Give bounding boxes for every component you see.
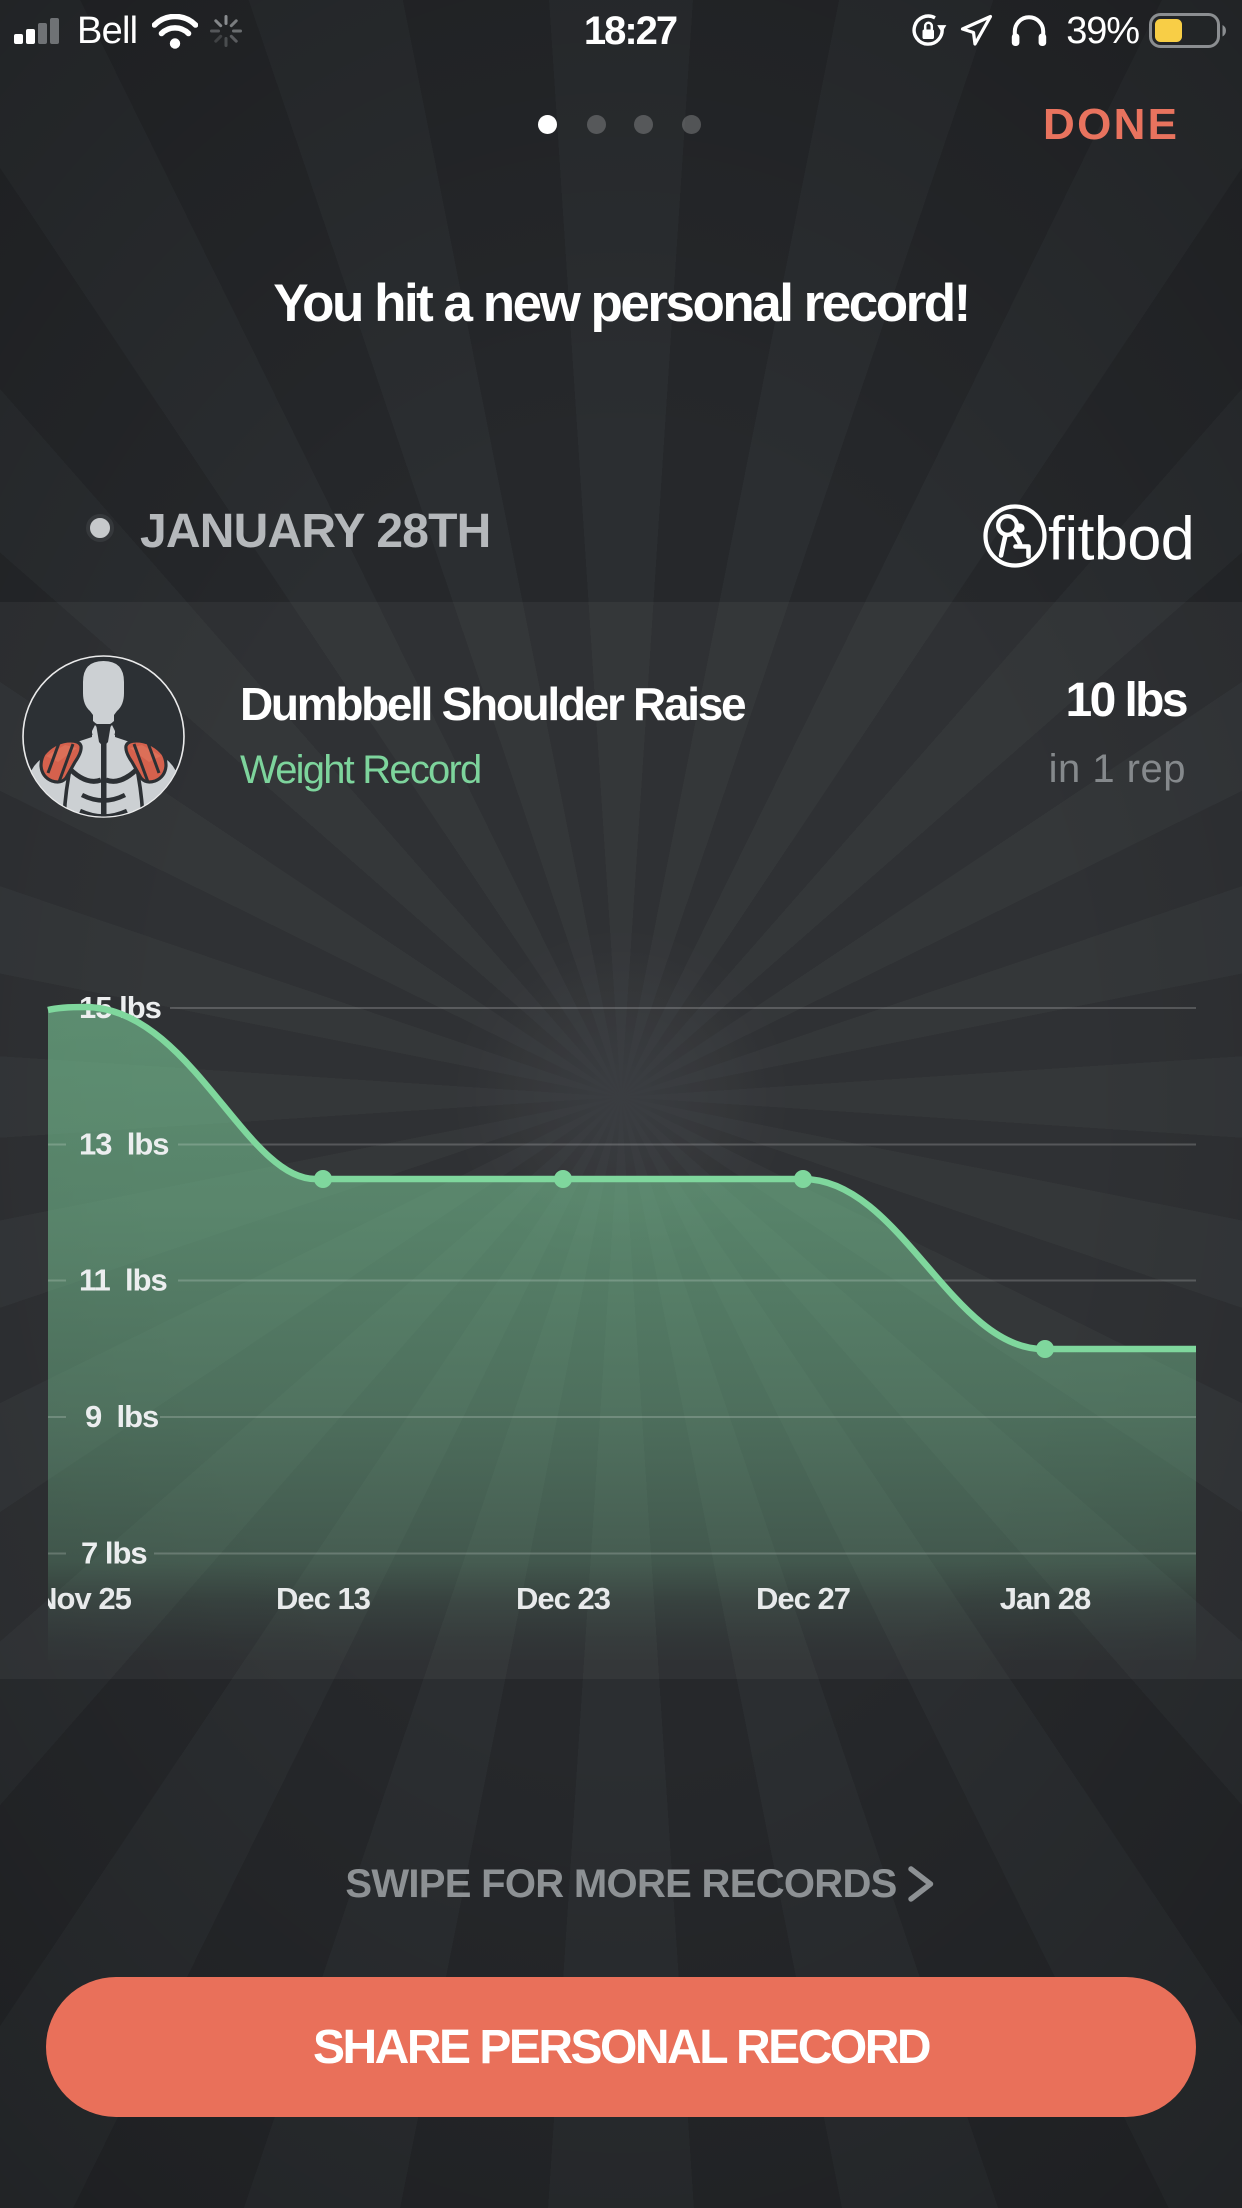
svg-text:fitbod: fitbod	[1048, 505, 1194, 570]
svg-text:Dec 27: Dec 27	[756, 1581, 850, 1616]
svg-text:9 lbs: 9 lbs	[85, 1399, 158, 1434]
svg-text:Dec 13: Dec 13	[276, 1581, 371, 1616]
svg-text:Jan 28: Jan 28	[1000, 1581, 1091, 1616]
svg-text:11 lbs: 11 lbs	[79, 1263, 167, 1298]
svg-text:13 lbs: 13 lbs	[79, 1127, 169, 1162]
svg-text:Nov 25: Nov 25	[35, 1581, 131, 1616]
svg-text:7 lbs: 7 lbs	[81, 1536, 147, 1571]
svg-text:Dec 23: Dec 23	[516, 1581, 611, 1616]
